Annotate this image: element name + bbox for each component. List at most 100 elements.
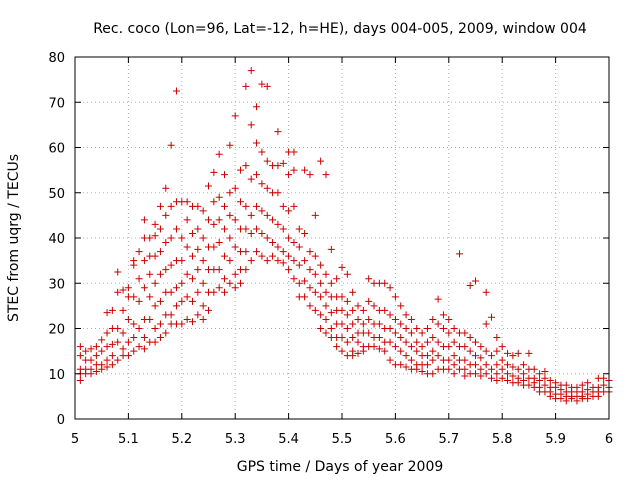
data-point [103,329,111,337]
data-point [290,166,298,174]
data-point [151,232,159,240]
x-tick-label: 5.4 [278,432,299,447]
data-point [600,374,608,382]
y-tick-label: 0 [57,413,65,428]
data-point [359,347,367,355]
chart-title: Rec. coco (Lon=96, Lat=-12, h=HE), days … [93,21,587,37]
data-point [450,361,458,369]
data-point [285,266,293,274]
data-point [210,243,218,251]
data-point [509,372,517,380]
data-point [199,315,207,323]
x-tick-label: 5.3 [225,432,246,447]
data-point [290,275,298,283]
data-point [407,329,415,337]
data-point [242,82,250,90]
data-point [306,284,314,292]
data-point [295,243,303,251]
data-point [466,282,474,290]
data-point [103,343,111,351]
data-point [397,334,405,342]
data-point [87,356,95,364]
data-point [162,239,170,247]
data-point [365,315,373,323]
data-point [466,347,474,355]
data-point [279,225,287,233]
data-point [520,361,528,369]
data-point [488,365,496,373]
data-point [546,377,554,385]
data-point [541,367,549,375]
data-point [263,157,271,165]
data-point [504,370,512,378]
data-point [455,250,463,258]
data-point [600,381,608,389]
data-point [199,257,207,265]
data-point [386,284,394,292]
data-point [386,311,394,319]
data-point [525,381,533,389]
data-point [226,211,234,219]
data-point [445,315,453,323]
data-point [552,383,560,391]
data-point [183,198,191,206]
data-point [162,211,170,219]
data-point [413,338,421,346]
data-point [178,297,186,305]
data-point [226,141,234,149]
data-point [407,356,415,364]
data-point [263,257,271,265]
data-point [146,234,154,242]
data-point [322,270,330,278]
data-point [124,284,132,292]
data-point [301,277,309,285]
data-point [317,293,325,301]
data-point [391,315,399,323]
data-point [119,329,127,337]
data-point [445,365,453,373]
data-point [172,302,180,310]
data-point [434,320,442,328]
data-point [156,225,164,233]
data-point [221,225,229,233]
data-point [135,297,143,305]
y-axis: 0 10 20 30 40 50 60 70 80 [48,51,609,428]
data-point [461,343,469,351]
data-point [295,279,303,287]
data-point [504,349,512,357]
data-point [365,297,373,305]
data-point [402,311,410,319]
data-point [183,270,191,278]
x-tick-label: 5.9 [545,432,566,447]
data-point [509,363,517,371]
data-point [194,245,202,253]
data-point [397,302,405,310]
x-tick-label: 5.5 [332,432,353,447]
data-point [146,270,154,278]
data-point [338,347,346,355]
x-tick-label: 5 [71,432,79,447]
data-point [541,374,549,382]
data-point [76,377,84,385]
data-point [156,248,164,256]
data-point [215,193,223,201]
data-point [413,365,421,373]
data-point [381,279,389,287]
data-point [210,168,218,176]
data-point [135,275,143,283]
data-point [439,325,447,332]
data-point [450,338,458,346]
data-point [231,284,239,292]
data-point [343,338,351,346]
data-point [504,377,512,385]
data-point [194,311,202,319]
data-point [386,325,394,332]
data-point [327,245,335,253]
data-point [231,243,239,251]
data-point [349,288,357,296]
data-point [429,315,437,323]
data-point [386,338,394,346]
data-points [76,67,613,405]
data-point [472,338,479,346]
data-point [231,270,239,278]
